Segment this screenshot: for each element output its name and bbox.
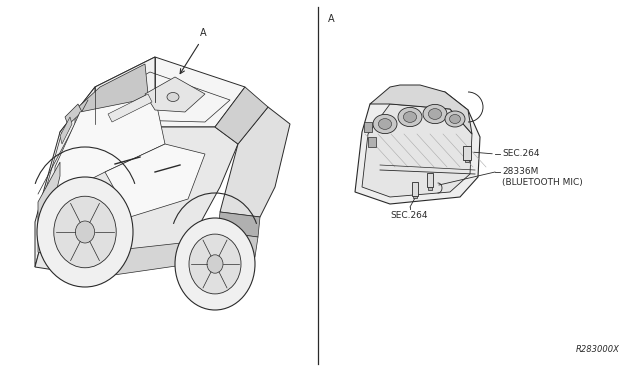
Ellipse shape — [175, 218, 255, 310]
Polygon shape — [413, 196, 417, 198]
Ellipse shape — [423, 105, 447, 124]
Ellipse shape — [167, 93, 179, 102]
Ellipse shape — [428, 109, 442, 119]
Polygon shape — [364, 122, 372, 132]
Text: (BLUETOOTH MIC): (BLUETOOTH MIC) — [502, 177, 583, 186]
Polygon shape — [35, 87, 95, 267]
Polygon shape — [60, 57, 155, 157]
Polygon shape — [463, 146, 471, 160]
Text: A: A — [200, 28, 206, 38]
Ellipse shape — [403, 112, 417, 122]
Polygon shape — [75, 64, 148, 127]
Ellipse shape — [76, 221, 95, 243]
Polygon shape — [465, 160, 469, 162]
Polygon shape — [368, 137, 376, 147]
Text: A: A — [328, 14, 335, 24]
Polygon shape — [190, 232, 258, 262]
Polygon shape — [38, 224, 190, 277]
Ellipse shape — [445, 111, 465, 127]
Polygon shape — [60, 117, 72, 144]
Polygon shape — [215, 87, 268, 144]
Polygon shape — [145, 77, 205, 112]
Polygon shape — [35, 124, 238, 277]
Polygon shape — [355, 87, 480, 204]
Ellipse shape — [189, 234, 241, 294]
Polygon shape — [55, 97, 165, 197]
Polygon shape — [370, 85, 472, 134]
Polygon shape — [218, 212, 260, 237]
Ellipse shape — [398, 108, 422, 126]
Polygon shape — [65, 104, 82, 125]
Polygon shape — [412, 182, 418, 196]
Ellipse shape — [207, 255, 223, 273]
Polygon shape — [95, 57, 245, 127]
Polygon shape — [38, 162, 60, 224]
Ellipse shape — [449, 115, 461, 124]
Text: R283000X: R283000X — [576, 345, 620, 354]
Ellipse shape — [37, 177, 133, 287]
Ellipse shape — [373, 115, 397, 134]
Text: SEC.264: SEC.264 — [502, 150, 540, 158]
Polygon shape — [220, 107, 290, 217]
Polygon shape — [108, 94, 152, 122]
Polygon shape — [428, 187, 432, 190]
Text: 28336M: 28336M — [502, 167, 538, 176]
Polygon shape — [362, 104, 472, 197]
Ellipse shape — [378, 119, 392, 129]
Polygon shape — [427, 173, 433, 187]
Text: SEC.264: SEC.264 — [390, 211, 428, 219]
Polygon shape — [105, 144, 205, 217]
Ellipse shape — [54, 196, 116, 268]
